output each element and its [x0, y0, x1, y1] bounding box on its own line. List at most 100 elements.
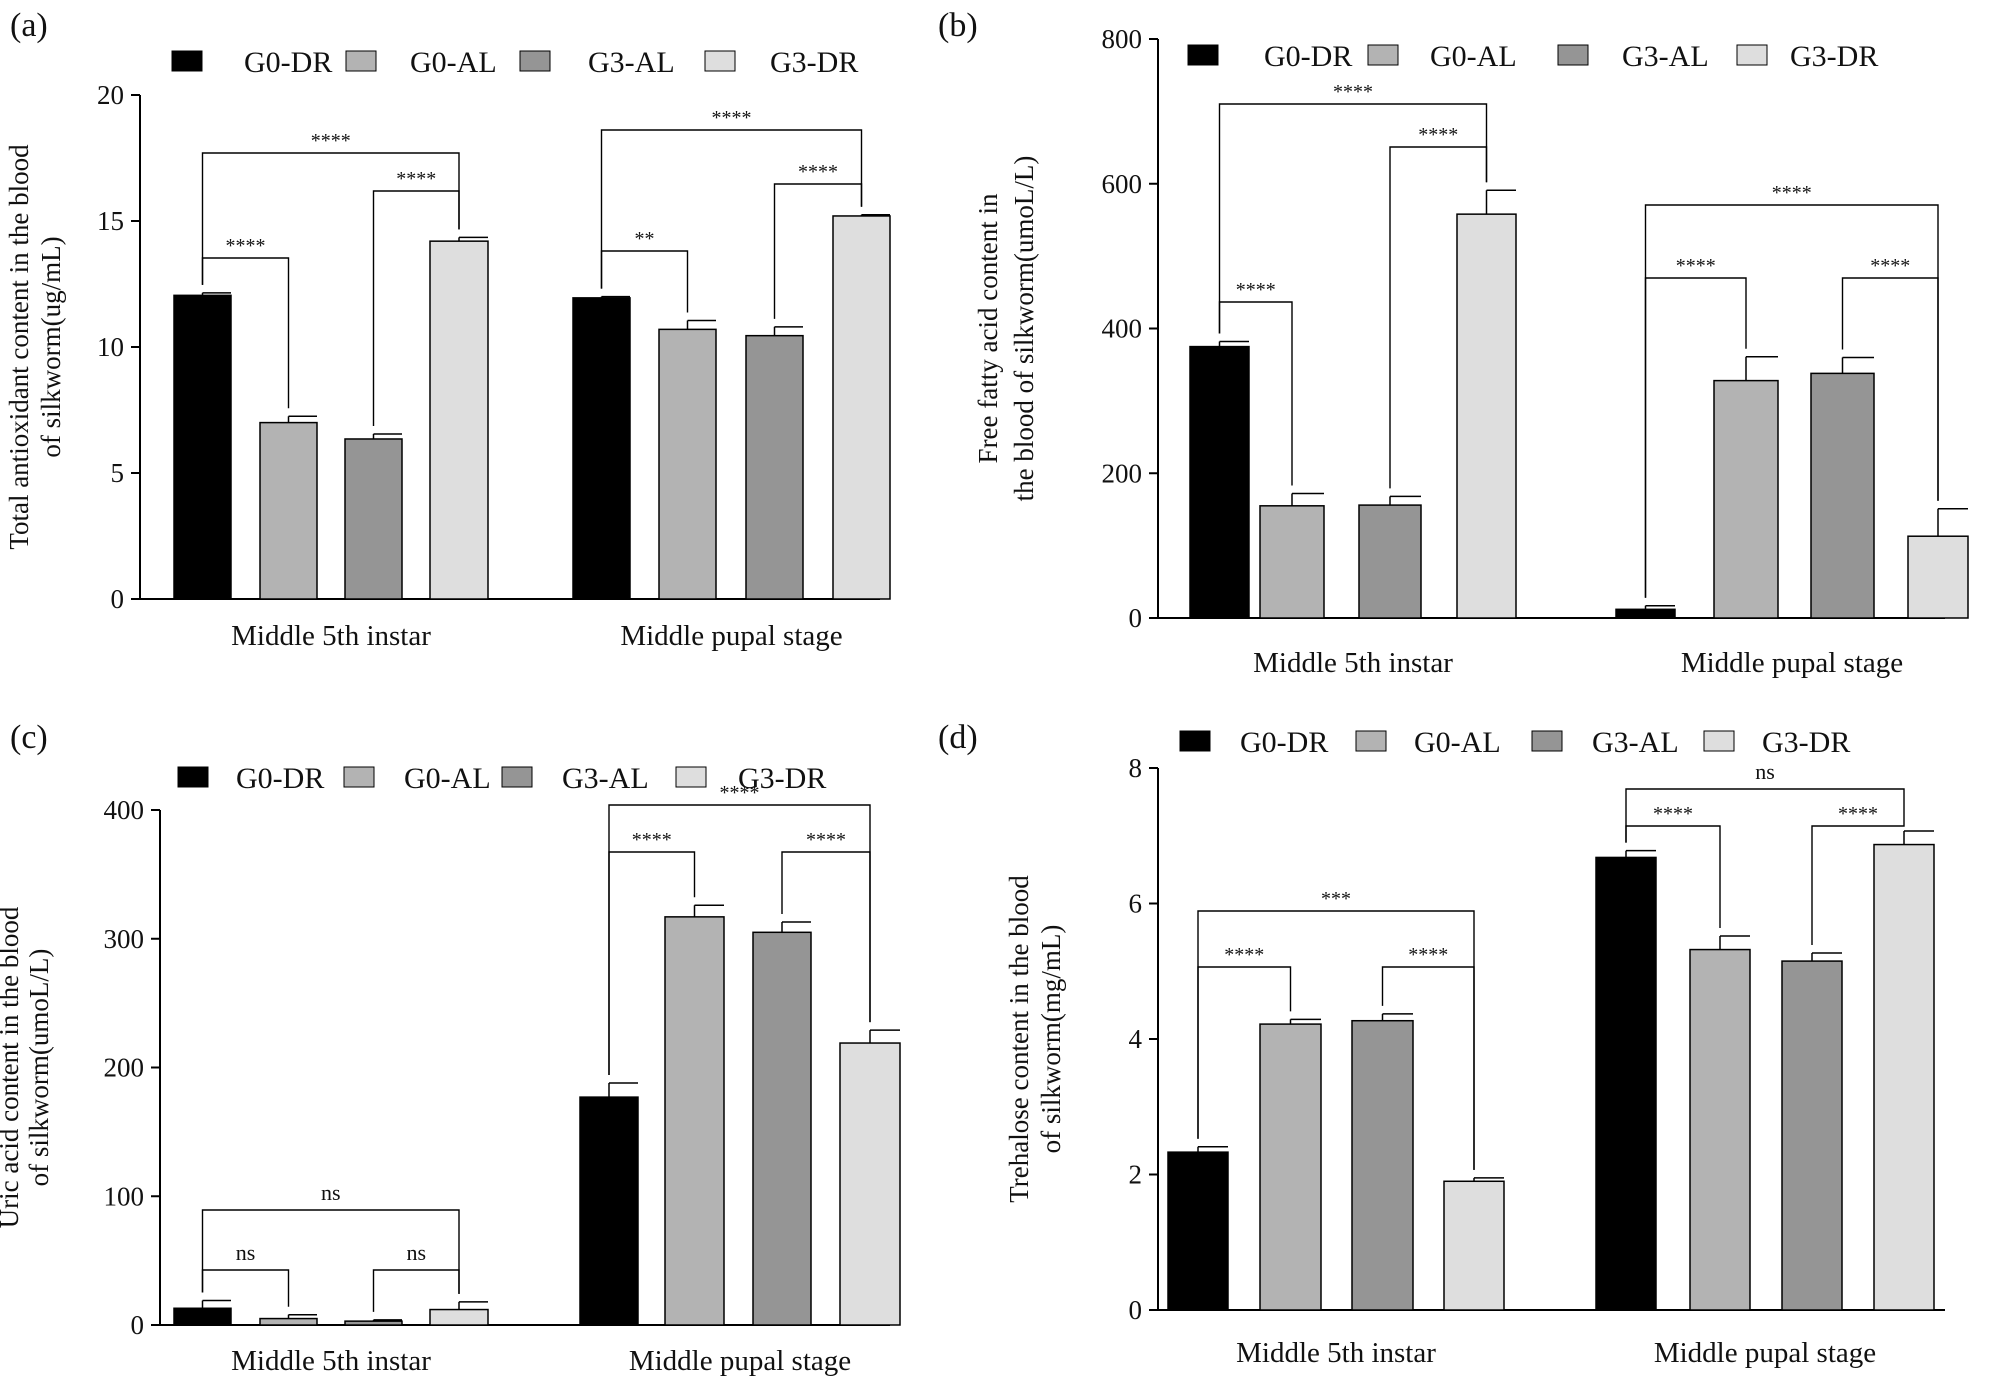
significance-label: ns	[236, 1240, 256, 1265]
y-tick-label: 0	[131, 1310, 145, 1340]
significance-label: ****	[632, 829, 672, 851]
bar-g3-al-instar	[344, 1320, 403, 1326]
bar-g0-al-pupal	[658, 328, 717, 600]
legend-label-g0-al: G0-AL	[1414, 726, 1501, 759]
chart-panel-3: (c) G0-DR G0-AL G3-AL G3-DR 0 100 200 300 400 Uric…	[0, 719, 901, 1377]
y-tick-label: 600	[1102, 169, 1143, 199]
legend-swatch-g0-al	[345, 50, 377, 72]
legend-label-g0-al: G0-AL	[1430, 40, 1517, 73]
y-tick-label: 100	[104, 1181, 145, 1211]
bar-g3-dr-pupal	[1907, 535, 1969, 619]
panel-label: (b)	[938, 7, 978, 44]
chart-panel-1: (a) G0-DR G0-AL G3-AL G3-DR 0 5 10 15 20 Total ant…	[4, 7, 891, 652]
significance-label: ns	[406, 1240, 426, 1265]
significance-label: ****	[1838, 803, 1878, 825]
bar-g0-al-pupal	[664, 916, 725, 1326]
x-category-label: Middle 5th instar	[1236, 1337, 1436, 1369]
significance-label: ns	[321, 1180, 341, 1205]
bar-g3-dr-pupal	[839, 1042, 901, 1326]
significance-label: ****	[1870, 255, 1910, 277]
bar-g0-dr-instar	[173, 1307, 232, 1326]
significance-bracket	[600, 129, 863, 289]
y-axis-label: of silkworm(mg/mL)	[1036, 925, 1066, 1154]
bar-g0-dr-pupal	[1595, 856, 1657, 1311]
y-tick-label: 4	[1129, 1024, 1143, 1054]
significance-label: ns	[1755, 759, 1775, 784]
bar-g3-al-instar	[1358, 504, 1422, 619]
bar-g3-al-pupal	[1810, 372, 1875, 619]
y-tick-label: 15	[97, 206, 124, 236]
y-tick-label: 800	[1102, 24, 1143, 54]
bar-g3-dr-instar	[1456, 213, 1517, 619]
chart-panel-4: (d) G0-DR G0-AL G3-AL G3-DR 0 2 4 6 8 Trehalose co…	[938, 719, 1945, 1369]
legend-swatch-g3-dr	[704, 50, 736, 72]
significance-bracket	[1644, 204, 1939, 598]
legend-label-g3-dr: G3-DR	[770, 46, 858, 79]
y-axis-label: Uric acid content in the blood	[0, 906, 24, 1228]
y-tick-label: 0	[1129, 603, 1143, 633]
y-axis-label: Free fatty acid content in	[973, 193, 1003, 463]
significance-label: ****	[1236, 279, 1276, 301]
bar-g0-dr-pupal	[572, 297, 631, 600]
bar-g3-al-pupal	[1781, 960, 1843, 1311]
legend-label-g3-al: G3-AL	[562, 762, 649, 795]
x-category-label: Middle pupal stage	[1681, 647, 1903, 679]
panel-label: (c)	[10, 719, 48, 756]
legend-label-g3-al: G3-AL	[588, 46, 675, 79]
x-category-label: Middle pupal stage	[629, 1345, 851, 1377]
legend-swatch-g3-al	[1531, 730, 1563, 752]
y-tick-label: 400	[104, 795, 145, 825]
bar-g3-al-pupal	[752, 931, 812, 1326]
legend-label-g3-dr: G3-DR	[1762, 726, 1850, 759]
legend-label-g3-al: G3-AL	[1622, 40, 1709, 73]
y-tick-label: 5	[111, 458, 125, 488]
legend-label-g3-dr: G3-DR	[738, 762, 826, 795]
significance-label: ****	[311, 130, 351, 152]
significance-label: **	[635, 228, 655, 250]
legend-label-g0-dr: G0-DR	[236, 762, 324, 795]
bar-g0-dr-instar	[173, 294, 232, 600]
x-category-label: Middle 5th instar	[1253, 647, 1453, 679]
legend-swatch-g3-al	[519, 50, 551, 72]
y-axis-label: of silkworm(ug/mL)	[36, 236, 66, 457]
y-tick-label: 400	[1102, 314, 1143, 344]
bar-g3-dr-instar	[1443, 1180, 1505, 1311]
significance-bracket	[1218, 103, 1488, 334]
bar-g3-dr-instar	[429, 1308, 489, 1326]
significance-bracket	[1197, 910, 1475, 1170]
bar-g0-al-pupal	[1689, 948, 1751, 1311]
chart-panel-2: (b) G0-DR G0-AL G3-AL G3-DR 0 200 400 600 800 Free…	[938, 7, 1969, 679]
legend-label-g3-al: G3-AL	[1592, 726, 1679, 759]
legend-label-g0-dr: G0-DR	[1264, 40, 1352, 73]
significance-bracket	[608, 804, 871, 1075]
panel-label: (d)	[938, 719, 978, 756]
y-tick-label: 10	[97, 332, 124, 362]
significance-label: ****	[1676, 255, 1716, 277]
legend-swatch-g3-al	[501, 766, 533, 788]
significance-label: ****	[1653, 803, 1693, 825]
significance-label: ****	[798, 161, 838, 183]
x-category-label: Middle pupal stage	[620, 620, 842, 652]
significance-label: ****	[712, 107, 752, 129]
legend-swatch-g0-al	[343, 766, 375, 788]
significance-bracket	[1811, 823, 1905, 945]
y-axis-label: of silkworm(umoL/L)	[24, 949, 54, 1187]
bar-g0-dr-pupal	[579, 1096, 639, 1326]
y-tick-label: 200	[1102, 458, 1143, 488]
panel-label: (a)	[10, 7, 48, 44]
x-category-label: Middle 5th instar	[231, 1345, 431, 1377]
bar-g0-dr-instar	[1167, 1151, 1229, 1311]
bar-g3-dr-pupal	[1873, 843, 1935, 1311]
y-axis-label: Total antioxidant content in the blood	[4, 144, 34, 550]
y-tick-label: 0	[111, 584, 125, 614]
legend-label-g0-dr: G0-DR	[244, 46, 332, 79]
legend-label-g0-al: G0-AL	[410, 46, 497, 79]
significance-label: ****	[1418, 124, 1458, 146]
significance-bracket	[201, 1209, 460, 1294]
bar-g0-al-pupal	[1713, 379, 1779, 619]
legend-swatch-g3-dr	[1736, 44, 1768, 66]
legend-label-g0-dr: G0-DR	[1240, 726, 1328, 759]
significance-bracket	[1625, 788, 1905, 843]
significance-label: ****	[1333, 81, 1373, 103]
